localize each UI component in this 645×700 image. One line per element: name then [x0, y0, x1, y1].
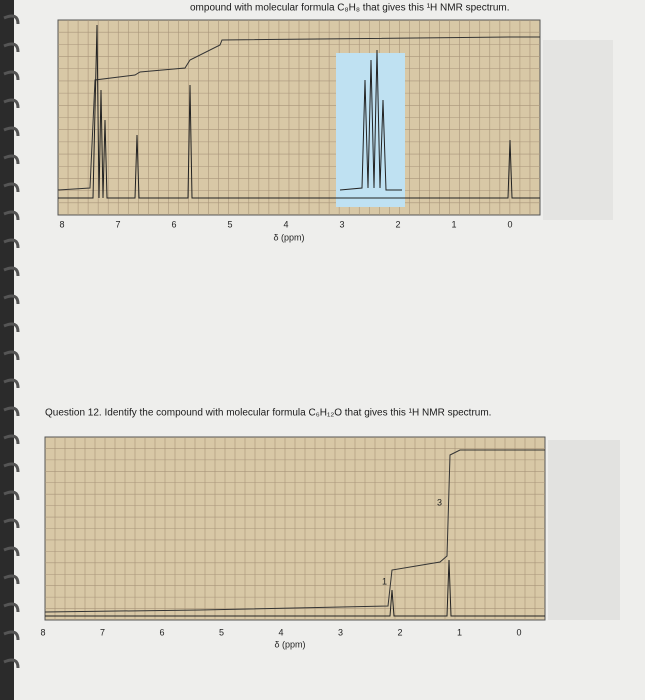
x-tick-label: 1: [451, 219, 456, 229]
inset-trace: [339, 49, 402, 191]
x-tick-label: 0: [507, 219, 512, 229]
spectrum-trace: [45, 559, 545, 617]
x-tick-label: 5: [227, 219, 232, 229]
x-tick-label: 3: [338, 627, 343, 637]
binding-ring: [3, 602, 20, 613]
axis-label: δ (ppm): [273, 232, 304, 242]
x-tick-label: 7: [100, 627, 105, 637]
binding-ring: [3, 546, 20, 557]
integral-curve: [57, 36, 540, 191]
binding-ring: [3, 378, 20, 389]
binding-ring: [3, 350, 20, 361]
x-tick-label: 2: [395, 219, 400, 229]
binding-ring: [3, 322, 20, 333]
binding-ring: [3, 574, 20, 585]
integration-label: 3: [437, 497, 442, 507]
x-tick-label: 4: [278, 627, 283, 637]
x-tick-label: 8: [40, 627, 45, 637]
axis-label: δ (ppm): [274, 639, 305, 649]
x-tick-label: 3: [339, 219, 344, 229]
x-tick-label: 1: [457, 627, 462, 637]
binding-ring: [3, 154, 20, 165]
question-text: Question 12. Identify the compound with …: [45, 408, 491, 419]
x-tick-label: 6: [171, 219, 176, 229]
x-tick-label: 8: [59, 219, 64, 229]
binding-ring: [3, 42, 20, 53]
binding: [0, 0, 14, 700]
spectrum-1: [57, 19, 541, 216]
binding-ring: [3, 238, 20, 249]
binding-ring: [3, 630, 20, 641]
binding-ring: [3, 658, 20, 669]
caption: ompound with molecular formula C₈H₈ that…: [190, 3, 510, 14]
binding-ring: [3, 210, 20, 221]
x-tick-label: 2: [397, 627, 402, 637]
integral-curve: [44, 449, 545, 613]
binding-ring: [3, 126, 20, 137]
spectrum-2: 1 3: [44, 436, 546, 621]
x-tick-label: 7: [115, 219, 120, 229]
x-tick-label: 5: [219, 627, 224, 637]
x-tick-label: 4: [283, 219, 288, 229]
binding-ring: [3, 98, 20, 109]
x-tick-label: 0: [516, 627, 521, 637]
shadow: [548, 440, 620, 620]
binding-ring: [3, 434, 20, 445]
shadow: [543, 40, 613, 220]
binding-ring: [3, 182, 20, 193]
binding-ring: [3, 14, 20, 25]
integration-label: 1: [382, 576, 387, 586]
binding-ring: [3, 266, 20, 277]
spectrum-trace: [58, 24, 540, 199]
binding-ring: [3, 462, 20, 473]
binding-ring: [3, 518, 20, 529]
binding-ring: [3, 406, 20, 417]
binding-ring: [3, 294, 20, 305]
x-tick-label: 6: [159, 627, 164, 637]
binding-ring: [3, 490, 20, 501]
binding-ring: [3, 70, 20, 81]
